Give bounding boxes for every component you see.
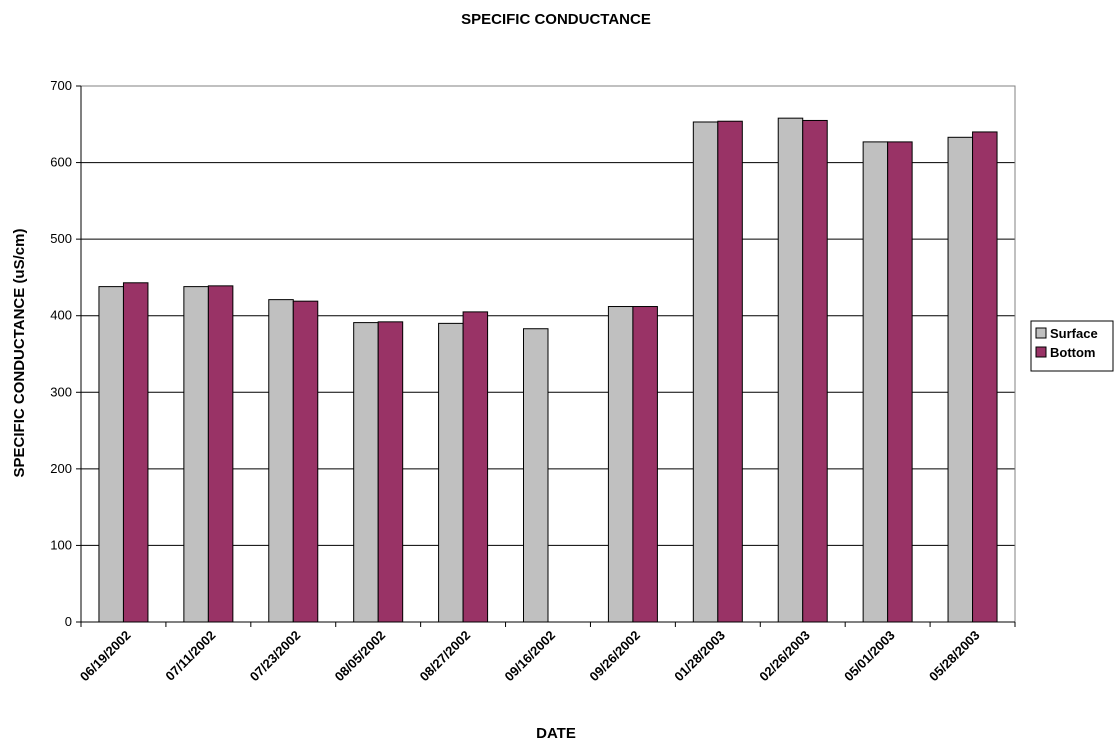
bar-bottom [887, 141, 913, 623]
bar-bottom [632, 306, 658, 623]
legend-swatch-surface [1035, 327, 1047, 339]
x-tick-label: 07/11/2002 [162, 628, 218, 684]
bar-surface [862, 141, 889, 623]
y-tick-label: 300 [50, 384, 72, 399]
x-tick-label: 09/26/2002 [586, 628, 643, 685]
x-tick-label: 09/16/2002 [501, 628, 558, 685]
legend-label-bottom: Bottom [1050, 345, 1096, 360]
bar-surface [523, 328, 549, 623]
legend-swatch-bottom [1035, 346, 1047, 358]
bar-bottom [717, 120, 743, 623]
x-tick-label: 07/23/2002 [247, 628, 304, 685]
y-tick-label: 100 [50, 537, 72, 552]
x-tick-label: 05/28/2003 [926, 628, 983, 685]
bar-bottom [972, 131, 998, 623]
x-tick-label: 06/19/2002 [77, 628, 134, 685]
y-tick-label: 400 [50, 308, 72, 323]
bar-surface [438, 322, 464, 623]
bar-surface [947, 136, 974, 623]
x-tick-label: 02/26/2003 [756, 628, 813, 685]
legend: Surface Bottom [1030, 320, 1114, 372]
bar-surface [183, 286, 209, 623]
bar-bottom [207, 285, 234, 623]
bar-bottom [292, 300, 319, 623]
bar-bottom [462, 311, 489, 623]
bar-bottom [122, 282, 149, 623]
x-tick-label: 08/27/2002 [417, 628, 474, 685]
y-tick-label: 500 [50, 231, 72, 246]
axes [80, 86, 1015, 623]
y-axis-ticks: 0 100 200 300 400 500 600 700 [50, 78, 81, 629]
bar-surface [607, 306, 634, 623]
x-tick-label: 01/28/2003 [671, 628, 728, 685]
bar-bottom [802, 119, 828, 623]
bar-surface [777, 117, 804, 623]
y-tick-label: 700 [50, 78, 72, 93]
bar-surface [98, 286, 124, 623]
y-tick-label: 200 [50, 461, 72, 476]
y-tick-label: 0 [65, 614, 72, 629]
x-axis-ticks: 06/19/2002 07/11/2002 07/23/2002 08/05/2002… [77, 622, 1016, 685]
bar-surface [692, 121, 719, 623]
x-tick-label: 08/05/2002 [332, 628, 389, 685]
chart-title: SPECIFIC CONDUCTANCE [461, 11, 651, 28]
bar-bottom [377, 321, 404, 623]
y-tick-label: 600 [50, 155, 72, 170]
x-tick-label: 05/01/2003 [841, 628, 898, 685]
x-axis-title: DATE [536, 725, 576, 742]
bars [98, 117, 998, 623]
y-axis-title: SPECIFIC CONDUCTANCE (uS/cm) [11, 229, 28, 478]
legend-label-surface: Surface [1050, 326, 1098, 341]
bar-surface [353, 322, 379, 623]
bar-surface [268, 299, 294, 623]
